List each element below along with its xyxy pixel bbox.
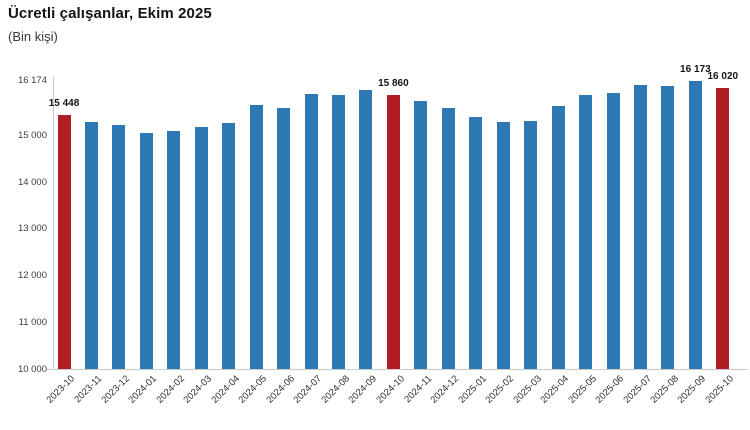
bar-2025-09 xyxy=(688,80,702,369)
y-axis-tick-label-4: 12 000 xyxy=(17,270,47,282)
x-axis-label-2024-11: 2024-11 xyxy=(401,373,434,406)
bar-2025-08 xyxy=(661,85,675,369)
x-axis-label-2024-04: 2024-04 xyxy=(209,373,242,406)
bar-2024-06 xyxy=(277,107,291,369)
bar-2023-10 xyxy=(57,114,71,369)
x-axis-label-2025-01: 2025-01 xyxy=(456,373,489,406)
x-axis-label-2024-12: 2024-12 xyxy=(428,373,462,406)
bar-2024-05 xyxy=(249,104,263,369)
bar-2024-11 xyxy=(414,101,428,369)
x-axis-label-2025-07: 2025-07 xyxy=(621,373,654,406)
x-axis-label-2025-10: 2025-10 xyxy=(703,373,736,406)
y-axis-tick-label-0: 16 174 xyxy=(17,75,47,87)
x-axis-line xyxy=(52,369,748,370)
bar-2025-10 xyxy=(716,87,730,369)
y-axis-tickmark xyxy=(47,369,53,370)
x-axis-label-2025-06: 2025-06 xyxy=(593,373,627,406)
bar-2024-02 xyxy=(167,131,181,369)
bar-2024-09 xyxy=(359,89,373,369)
y-axis-tick-label-2: 14 000 xyxy=(17,176,47,188)
bar-2025-02 xyxy=(496,122,510,369)
bar-2024-07 xyxy=(304,93,318,369)
chart-subtitle: (Bin kişi) xyxy=(8,29,58,44)
x-axis-label-2024-01: 2024-01 xyxy=(126,373,160,406)
x-axis-label-2024-10: 2024-10 xyxy=(374,373,407,406)
x-axis-label-2025-03: 2025-03 xyxy=(511,373,544,406)
x-axis-label-2024-09: 2024-09 xyxy=(346,373,380,406)
x-axis-label-2024-07: 2024-07 xyxy=(291,373,325,406)
bar-value-label-2023-10: 15 448 xyxy=(48,97,80,109)
x-axis-label-2025-08: 2025-08 xyxy=(648,373,681,406)
y-axis-tick-label-1: 15 000 xyxy=(17,130,47,141)
bar-value-label-2025-10: 16 020 xyxy=(707,70,739,82)
y-axis-line xyxy=(53,76,54,369)
bar-2024-08 xyxy=(332,94,345,369)
x-axis-label-2025-02: 2025-02 xyxy=(483,373,517,406)
bar-2024-10 xyxy=(386,95,400,369)
x-axis-label-2023-10: 2023-10 xyxy=(44,373,78,406)
x-axis-label-2023-12: 2023-12 xyxy=(99,373,132,406)
bar-value-label-2024-10: 15 860 xyxy=(378,78,409,90)
bar-2023-12 xyxy=(112,124,126,369)
bar-2025-06 xyxy=(606,92,620,369)
bar-2025-05 xyxy=(579,94,593,369)
chart-title: Ücretli çalışanlar, Ekim 2025 xyxy=(8,5,212,22)
x-axis-label-2024-05: 2024-05 xyxy=(236,373,270,406)
bar-2024-12 xyxy=(441,108,455,369)
x-axis-label-2025-09: 2025-09 xyxy=(675,373,709,406)
bar-2024-01 xyxy=(139,133,153,369)
bar-2025-04 xyxy=(551,105,565,369)
bar-2025-03 xyxy=(524,121,538,369)
y-axis-tick-label-3: 13 000 xyxy=(17,223,47,235)
bar-2024-03 xyxy=(194,126,208,369)
x-axis-label-2025-04: 2025-04 xyxy=(538,373,572,406)
y-axis-tick-label-6: 10 000 xyxy=(17,363,47,375)
bar-2024-04 xyxy=(222,123,236,369)
y-axis-tick-label-5: 11 000 xyxy=(18,316,47,328)
bar-2025-01 xyxy=(469,117,483,369)
x-axis-label-2025-05: 2025-05 xyxy=(566,373,599,406)
x-axis-label-2024-08: 2024-08 xyxy=(319,373,352,406)
x-axis-label-2023-11: 2023-11 xyxy=(72,373,105,406)
bar-value-label-2025-09: 16 173 xyxy=(680,63,711,75)
bar-2023-11 xyxy=(84,122,98,369)
x-axis-label-2024-06: 2024-06 xyxy=(264,373,297,406)
x-axis-label-2024-02: 2024-02 xyxy=(154,373,187,406)
x-axis-label-2024-03: 2024-03 xyxy=(181,373,215,406)
bar-2025-07 xyxy=(633,84,647,369)
